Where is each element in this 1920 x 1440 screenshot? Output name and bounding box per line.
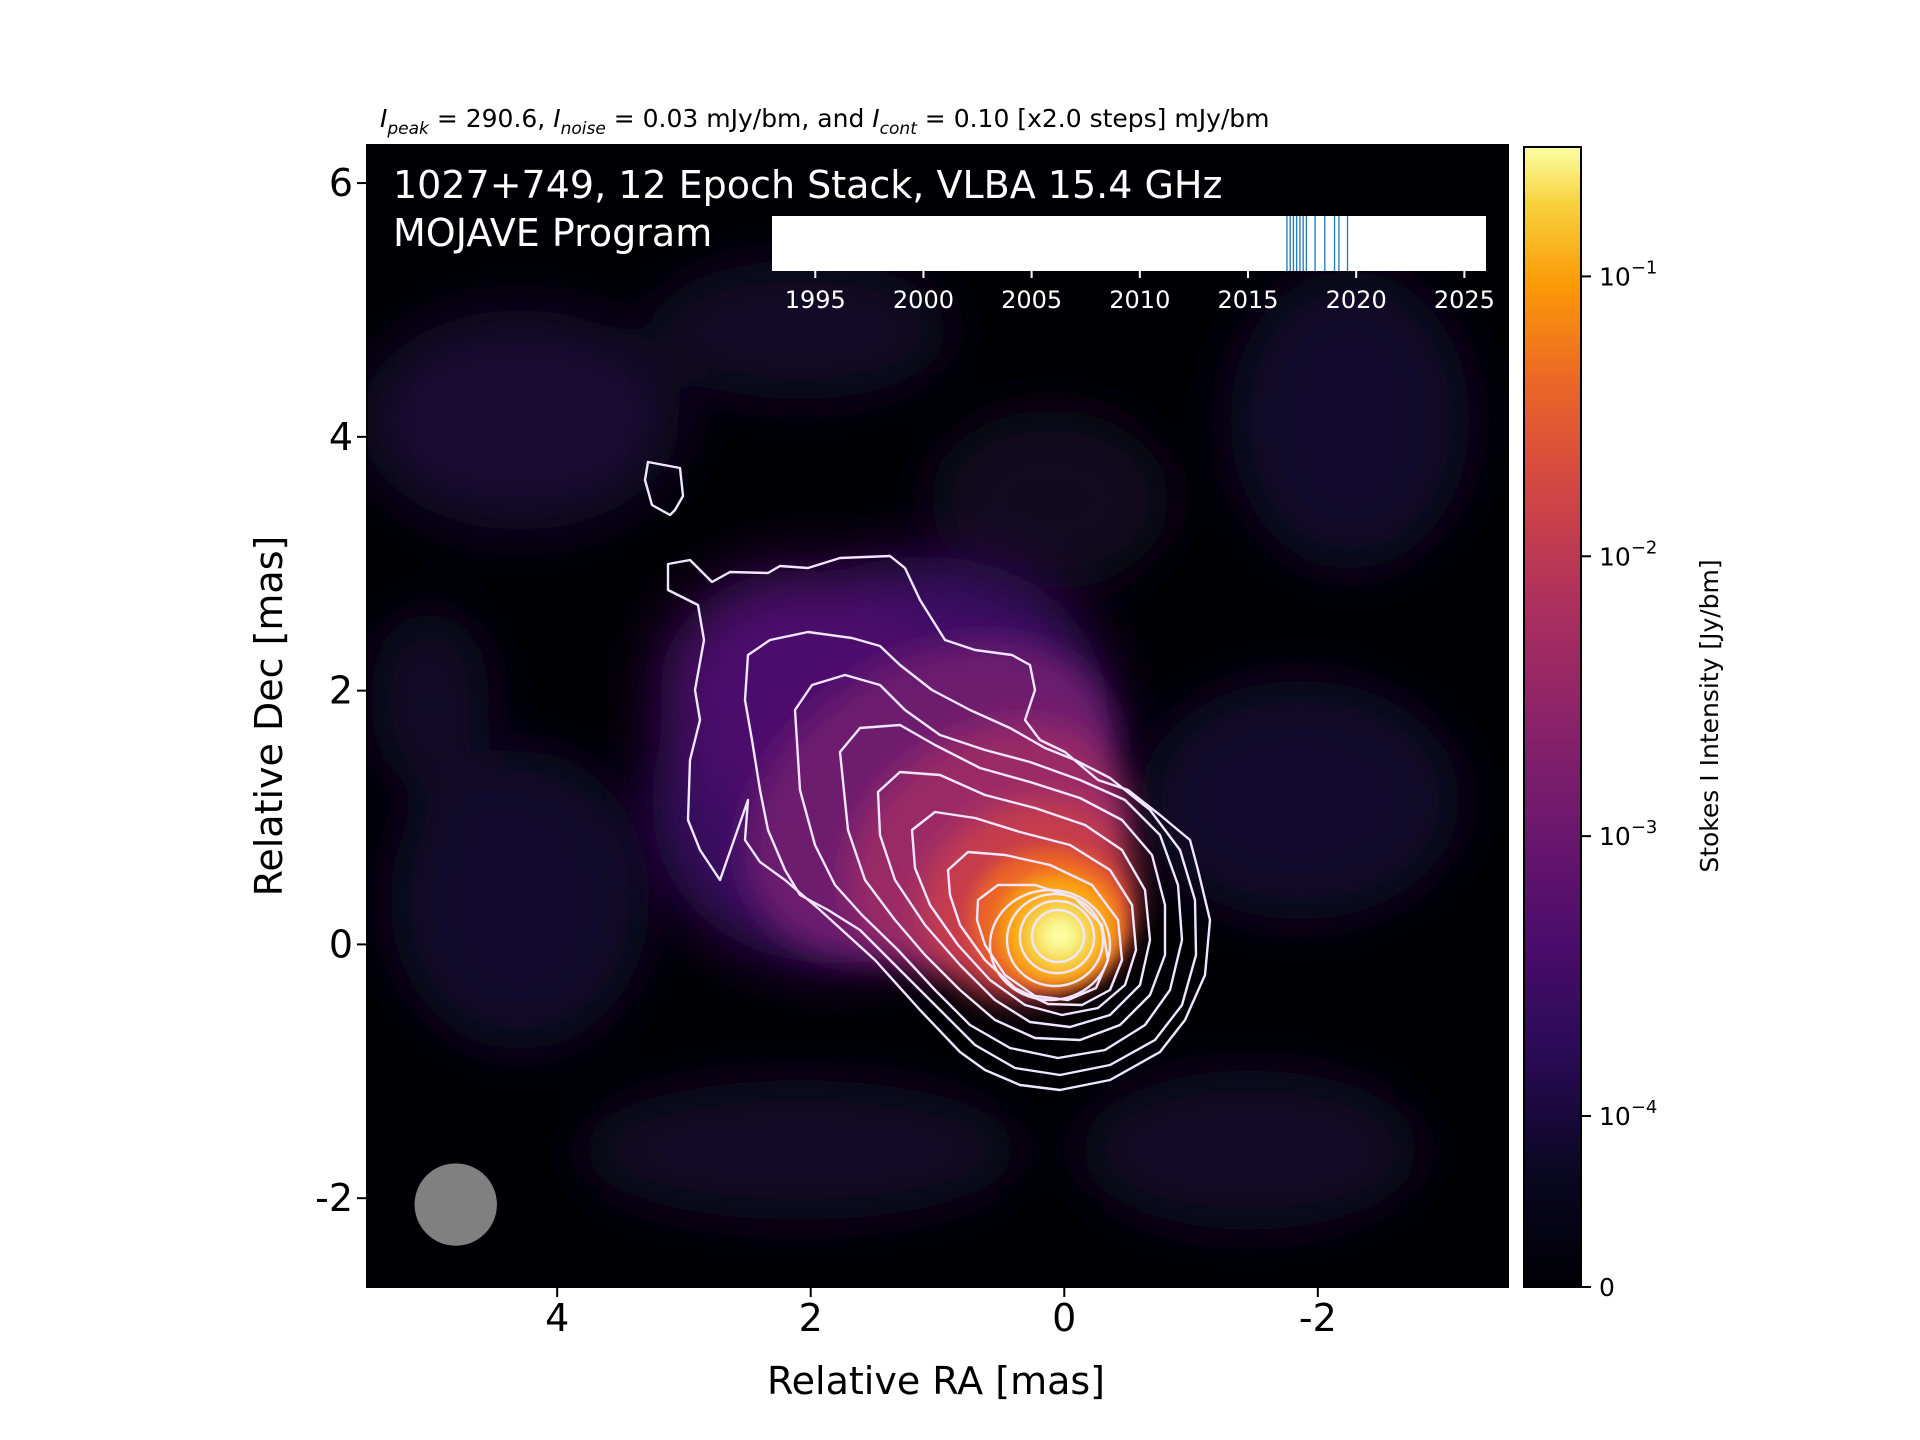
contour-level-1 bbox=[666, 554, 1212, 1092]
contour-level-12 bbox=[1030, 908, 1086, 964]
colorbar-ticks: 0 10−4 10−3 10−2 10−1 bbox=[1581, 257, 1657, 1302]
contour-level-8 bbox=[975, 883, 1110, 1002]
x-tick-label: -2 bbox=[1299, 1296, 1337, 1340]
colorbar-tick-label: 10−3 bbox=[1599, 817, 1657, 851]
epoch-tick-label: 2025 bbox=[1434, 286, 1495, 314]
contour-level-6 bbox=[910, 810, 1138, 1017]
contour-lines bbox=[643, 460, 1212, 1092]
x-axis-label: Relative RA [mas] bbox=[767, 1359, 1105, 1403]
header-peak-value: = 290.6, bbox=[429, 104, 553, 133]
y-axis-label: Relative Dec [mas] bbox=[247, 536, 291, 897]
header-noise-value: = 0.03 mJy/bm, and bbox=[606, 104, 873, 133]
header-noise-sub: noise bbox=[561, 119, 606, 139]
epoch-tick-label: 2000 bbox=[893, 286, 954, 314]
contour-level-11 bbox=[1018, 899, 1096, 975]
epoch-tick-label: 1995 bbox=[785, 286, 846, 314]
intensity-map bbox=[367, 260, 1470, 1230]
beam-ellipse bbox=[414, 1163, 497, 1246]
epoch-tick-label: 2010 bbox=[1109, 286, 1170, 314]
image-frame bbox=[366, 144, 1509, 1288]
header-cont-value: = 0.10 [x2.0 steps] mJy/bm bbox=[917, 104, 1270, 133]
colorbar-label: Stokes I Intensity [Jy/bm] bbox=[1695, 559, 1724, 872]
contour-level-1b bbox=[643, 460, 685, 517]
colorbar-tick-label: 10−4 bbox=[1599, 1097, 1657, 1131]
epoch-tick-label: 2015 bbox=[1217, 286, 1278, 314]
epoch-tick-label: 2020 bbox=[1326, 286, 1387, 314]
chart-header: Ipeak = 290.6, Inoise = 0.03 mJy/bm, and… bbox=[380, 104, 1270, 139]
contour-level-4 bbox=[838, 723, 1167, 1042]
contour-level-2 bbox=[743, 630, 1198, 1077]
contour-level-3 bbox=[793, 673, 1184, 1060]
header-peak-sub: peak bbox=[386, 119, 430, 139]
epoch-ticks: 1995 2000 2005 2010 2015 2020 2025 bbox=[785, 271, 1495, 314]
colorbar-tick-label: 0 bbox=[1599, 1273, 1615, 1302]
header-cont-sub: cont bbox=[880, 119, 919, 139]
contour-level-9 bbox=[988, 888, 1112, 1002]
contour-level-10 bbox=[1005, 892, 1105, 988]
x-tick-label: 2 bbox=[799, 1296, 823, 1340]
x-tick-label: 0 bbox=[1052, 1296, 1076, 1340]
epoch-inset-box bbox=[772, 216, 1486, 271]
header-peak-label: I bbox=[380, 104, 387, 133]
chart-title-line1: 1027+749, 12 Epoch Stack, VLBA 15.4 GHz bbox=[393, 163, 1222, 207]
colorbar-tick-label: 10−1 bbox=[1599, 257, 1657, 291]
chart-title-line2: MOJAVE Program bbox=[393, 211, 712, 255]
y-tick-label: 6 bbox=[329, 161, 353, 205]
y-tick-label: 2 bbox=[329, 669, 353, 713]
colorbar-gradient bbox=[1523, 146, 1582, 1288]
y-tick-label: -2 bbox=[315, 1176, 353, 1220]
y-tick-label: 0 bbox=[329, 922, 353, 966]
contour-level-5 bbox=[876, 770, 1152, 1029]
epoch-lines bbox=[1286, 216, 1349, 271]
header-cont-label: I bbox=[872, 104, 879, 133]
x-tick-label: 4 bbox=[545, 1296, 569, 1340]
map-axes: 4 2 0 -2 -2 0 2 4 6 bbox=[315, 161, 1337, 1340]
colorbar-tick-label: 10−2 bbox=[1599, 537, 1657, 571]
y-tick-label: 4 bbox=[329, 415, 353, 459]
image-panel: 1027+749, 12 Epoch Stack, VLBA 15.4 GHz … bbox=[315, 144, 1509, 1340]
contour-level-7 bbox=[946, 850, 1124, 1007]
colorbar: 0 10−4 10−3 10−2 10−1 Stokes I Intensity [Jy… bbox=[1523, 146, 1724, 1302]
epoch-tick-label: 2005 bbox=[1001, 286, 1062, 314]
epoch-inset: 1995 2000 2005 2010 2015 2020 2025 bbox=[772, 216, 1495, 314]
header-noise-label: I bbox=[553, 104, 560, 133]
